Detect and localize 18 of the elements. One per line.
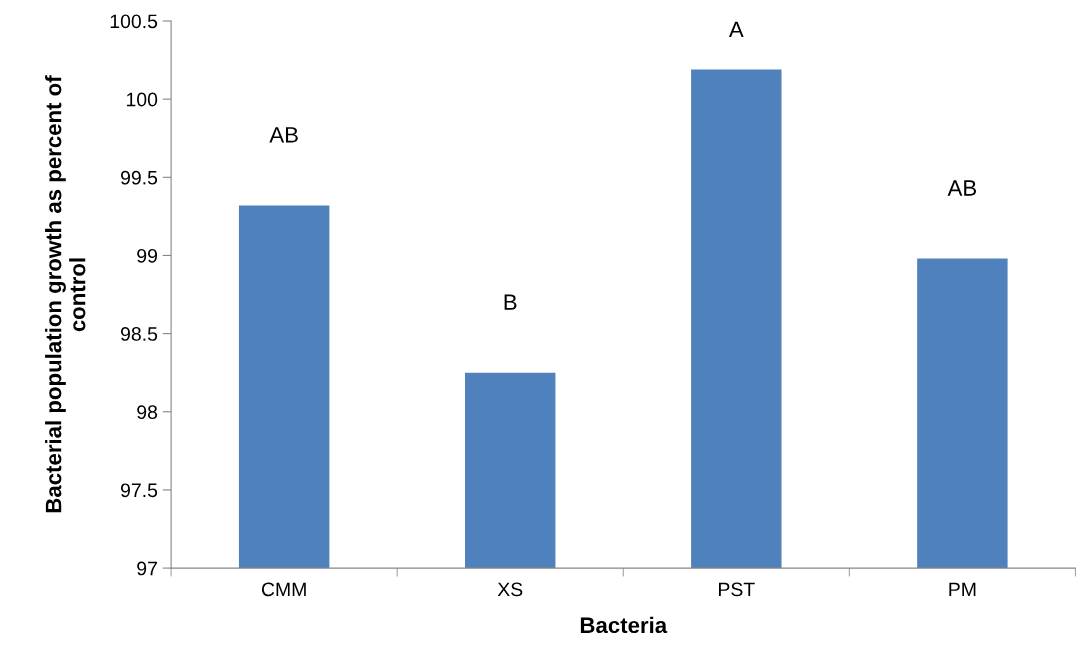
x-axis-title: Bacteria [580,616,668,634]
y-axis-title: Bacterial population growth as percent of control [45,75,86,513]
y-tick-label: 97.5 [120,483,158,498]
x-tick-label: PST [718,582,755,597]
y-tick-label: 99.5 [120,170,158,185]
y-tick-label: 99 [137,248,157,263]
y-tick-label: 100.5 [110,14,158,29]
annotation: A [728,21,744,38]
annotation: B [504,294,517,310]
annotation: AB [269,127,298,143]
x-tick-label: PM [949,582,976,597]
y-tick-label: 97 [137,561,157,576]
y-tick-label: 100 [126,92,158,107]
x-tick-label: CMM [261,582,306,597]
annotation: AB [947,180,977,196]
y-tick-label: 98 [137,405,158,420]
y-tick-label: 98.5 [120,327,158,341]
x-tick-label: XS [497,582,523,597]
